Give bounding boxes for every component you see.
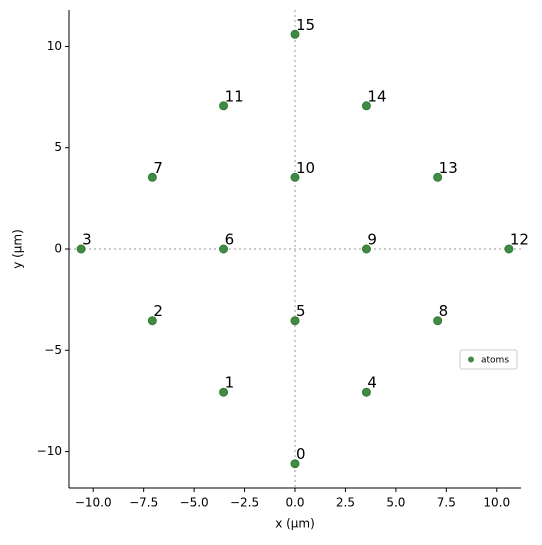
point-label: 15 <box>296 16 315 34</box>
legend-marker <box>468 356 474 363</box>
atom-point <box>219 387 229 397</box>
y-axis-label: y (μm) <box>11 229 25 269</box>
x-tick-label: 7.5 <box>437 496 456 510</box>
atom-point <box>361 387 371 397</box>
y-tick-label: −10 <box>37 444 62 458</box>
x-tick-label: 0.0 <box>285 496 304 510</box>
x-tick-label: 2.5 <box>336 496 355 510</box>
atom-point <box>219 101 229 111</box>
point-label: 3 <box>82 231 92 249</box>
atom-point <box>361 244 371 254</box>
x-tick-label: −2.5 <box>230 496 259 510</box>
point-label: 5 <box>296 302 306 320</box>
legend-label: atoms <box>481 356 509 366</box>
point-label: 6 <box>225 231 235 249</box>
y-tick-label: 0 <box>54 242 62 256</box>
x-axis-label: x (μm) <box>275 517 315 531</box>
atom-point <box>290 172 300 182</box>
x-tick-label: 10.0 <box>483 496 510 510</box>
y-tick-label: −5 <box>44 343 62 357</box>
atom-point <box>290 29 300 39</box>
atom-point <box>433 172 443 182</box>
x-tick-label: 5.0 <box>386 496 405 510</box>
point-label: 8 <box>439 302 449 320</box>
point-label: 13 <box>439 159 458 177</box>
atom-point <box>147 316 157 326</box>
point-label: 9 <box>367 231 377 249</box>
y-tick-label: 10 <box>47 39 62 53</box>
point-label: 12 <box>510 231 529 249</box>
x-tick-label: −10.0 <box>75 496 112 510</box>
atom-point <box>290 459 300 469</box>
point-label: 14 <box>367 87 386 105</box>
point-label: 11 <box>225 87 244 105</box>
x-tick-label: −7.5 <box>129 496 158 510</box>
point-label: 7 <box>153 159 163 177</box>
point-label: 2 <box>153 302 163 320</box>
point-label: 0 <box>296 445 306 463</box>
atom-point <box>361 101 371 111</box>
legend-box <box>459 349 518 370</box>
y-tick-label: 5 <box>54 140 62 154</box>
atom-point <box>147 172 157 182</box>
point-label: 10 <box>296 159 315 177</box>
atom-point <box>504 244 514 254</box>
atom-point <box>76 244 86 254</box>
atom-point <box>433 316 443 326</box>
x-tick-label: −5.0 <box>180 496 209 510</box>
atom-point <box>290 316 300 326</box>
point-label: 1 <box>225 374 235 392</box>
point-label: 4 <box>367 374 377 392</box>
atom-point <box>219 244 229 254</box>
